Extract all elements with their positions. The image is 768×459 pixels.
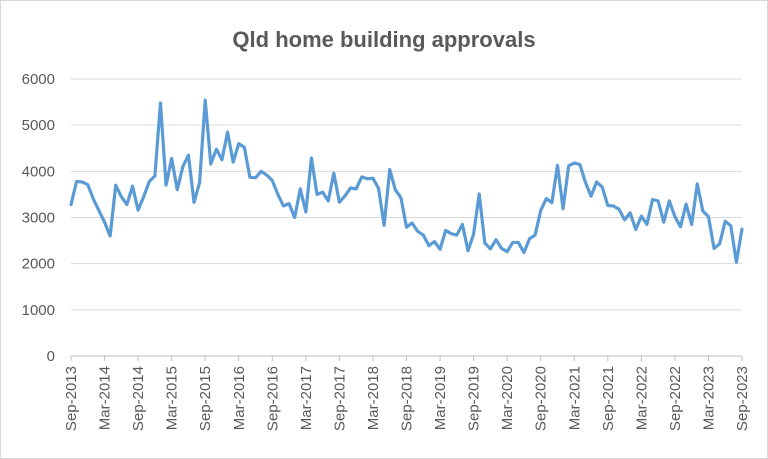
y-tick-label: 6000: [22, 71, 55, 88]
x-tick-label: Sep-2020: [533, 366, 550, 431]
x-tick-label: Mar-2023: [700, 366, 717, 430]
series-layer: [69, 98, 744, 264]
gridlines: [71, 78, 742, 311]
x-tick-label: Sep-2015: [197, 366, 214, 431]
x-tick-label: Sep-2017: [331, 366, 348, 431]
series-line-approvals: [69, 98, 744, 264]
y-tick-label: 1000: [22, 302, 55, 319]
chart-title: Qld home building approvals: [232, 27, 535, 52]
y-axis-ticks: 0 1000 2000 3000 4000 5000 6000: [22, 71, 55, 365]
x-tick-label: Mar-2015: [164, 366, 181, 430]
x-tick-label: Mar-2018: [365, 366, 382, 430]
y-tick-label: 5000: [22, 117, 55, 134]
x-tick-label: Sep-2019: [466, 366, 483, 431]
x-tick-label: Mar-2014: [97, 366, 114, 430]
y-tick-label: 3000: [22, 210, 55, 227]
x-tick-label: Mar-2021: [566, 366, 583, 430]
x-tick-label: Sep-2022: [667, 366, 684, 431]
x-tick-label: Sep-2016: [264, 366, 281, 431]
x-tick-label: Mar-2019: [432, 366, 449, 430]
x-tick-label: Sep-2021: [600, 366, 617, 431]
x-tick-label: Sep-2018: [399, 366, 416, 431]
x-tick-label: Sep-2013: [63, 366, 80, 431]
y-tick-label: 4000: [22, 163, 55, 180]
x-tick-label: Mar-2020: [499, 366, 516, 430]
x-axis: Sep-2013 Mar-2014 Sep-2014 Mar-2015 Sep-2015…: [63, 355, 751, 431]
y-tick-label: 2000: [22, 256, 55, 273]
x-tick-label: Sep-2014: [130, 366, 147, 431]
x-tick-label: Mar-2022: [633, 366, 650, 430]
x-tick-label: Mar-2017: [298, 366, 315, 430]
x-tick-label: Mar-2016: [231, 366, 248, 430]
x-tick-label: Sep-2023: [734, 366, 751, 431]
y-tick-label: 0: [47, 348, 55, 365]
